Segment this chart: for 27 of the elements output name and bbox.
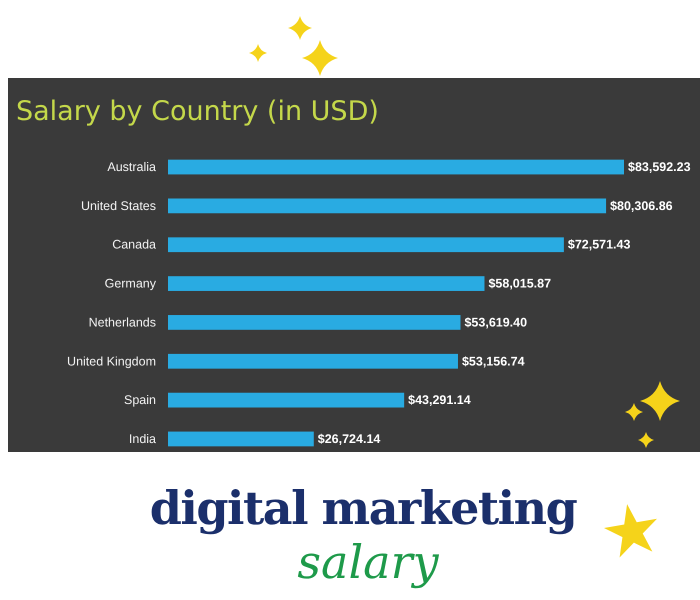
text: salary [297, 535, 440, 589]
data-label: $53,156.74 [462, 354, 525, 368]
data-label: $80,306.86 [610, 198, 673, 213]
bar [168, 354, 458, 369]
bar [168, 198, 606, 214]
data-label: $83,592.23 [628, 160, 691, 174]
data-label: $26,724.14 [318, 432, 380, 446]
y-tick-label: Netherlands [88, 315, 156, 330]
data-label: $43,291.14 [408, 393, 471, 408]
text: digital marketing [150, 481, 578, 535]
bar [168, 276, 484, 291]
y-tick-label: India [128, 432, 156, 446]
bar [168, 315, 460, 330]
data-label: $53,619.40 [464, 315, 528, 330]
y-tick-label: United States [80, 198, 156, 213]
y-tick-label: Canada [112, 238, 156, 252]
data-label: $72,571.43 [568, 238, 630, 252]
y-tick-label: Australia [107, 160, 156, 174]
y-tick-label: Germany [104, 276, 157, 291]
bar [168, 432, 314, 446]
bar [168, 237, 564, 252]
bar [168, 392, 404, 408]
y-tick-label: United Kingdom [67, 354, 156, 368]
chart-title: Salary by Country (in USD) [16, 96, 379, 127]
data-label: $58,015.87 [488, 276, 552, 291]
y-tick-label: Spain [124, 393, 156, 408]
bar [168, 160, 624, 174]
